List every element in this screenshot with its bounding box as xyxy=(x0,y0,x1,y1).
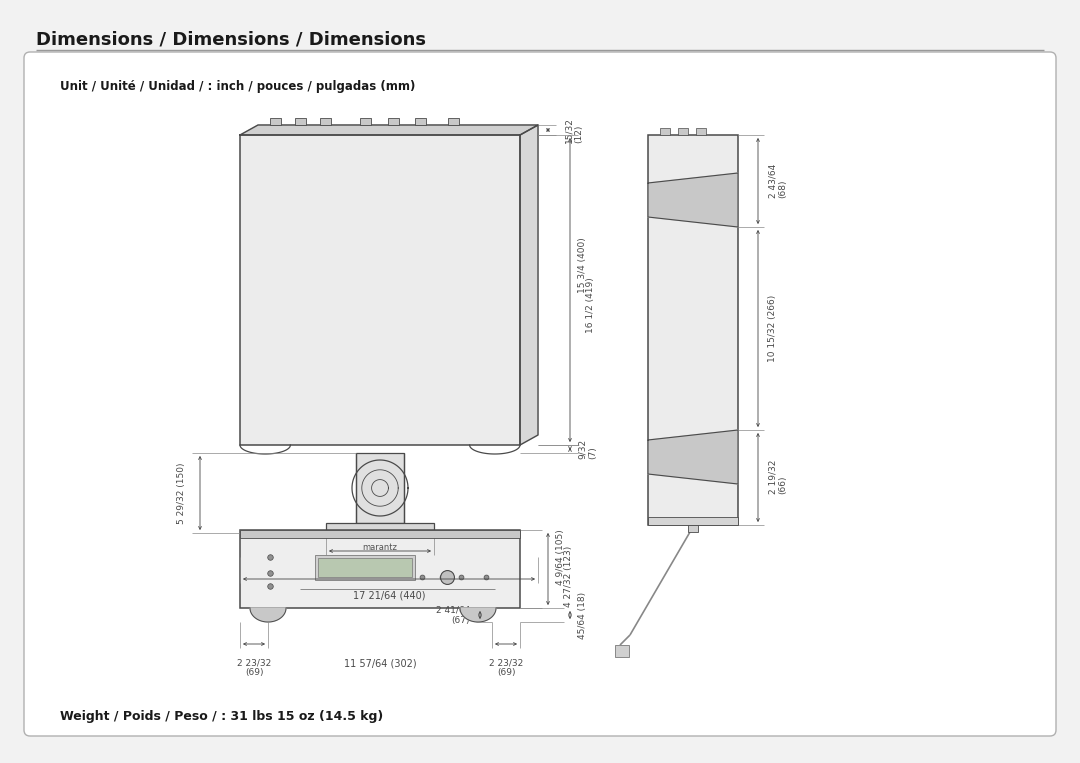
Bar xyxy=(360,118,372,125)
Text: 17 21/64 (440): 17 21/64 (440) xyxy=(353,591,426,601)
Bar xyxy=(320,118,330,125)
Bar xyxy=(688,525,698,532)
Bar xyxy=(318,558,411,577)
Text: 2 19/32
(66): 2 19/32 (66) xyxy=(768,460,787,494)
Bar xyxy=(295,118,306,125)
Polygon shape xyxy=(240,125,538,135)
Text: 2 23/32
(69): 2 23/32 (69) xyxy=(489,658,523,678)
Text: 16 1/2 (419): 16 1/2 (419) xyxy=(586,278,595,333)
Text: 5 5/16 (135): 5 5/16 (135) xyxy=(350,563,410,573)
Bar xyxy=(648,135,738,525)
Bar xyxy=(615,645,629,657)
Text: 15 3/4 (400): 15 3/4 (400) xyxy=(578,237,588,293)
Bar xyxy=(326,523,434,533)
Bar xyxy=(240,530,519,538)
Bar xyxy=(678,128,688,135)
Text: 15/32
(12): 15/32 (12) xyxy=(564,117,583,143)
Bar xyxy=(240,135,519,445)
Text: marantz: marantz xyxy=(363,543,397,552)
Text: 5 29/32 (150): 5 29/32 (150) xyxy=(177,462,186,523)
Polygon shape xyxy=(648,173,738,227)
Text: 2 41/64
(67): 2 41/64 (67) xyxy=(435,605,470,625)
Bar xyxy=(270,118,281,125)
Text: 2 43/64
(68): 2 43/64 (68) xyxy=(768,164,787,198)
Polygon shape xyxy=(460,608,496,622)
Text: 10 15/32 (266): 10 15/32 (266) xyxy=(768,295,777,362)
Text: Unit / Unité / Unidad / : inch / pouces / pulgadas (mm): Unit / Unité / Unidad / : inch / pouces … xyxy=(60,80,416,93)
Polygon shape xyxy=(648,430,738,484)
Bar xyxy=(356,453,404,523)
Bar xyxy=(240,530,519,608)
Bar xyxy=(660,128,670,135)
Polygon shape xyxy=(519,125,538,445)
Bar xyxy=(415,118,426,125)
Bar xyxy=(388,118,399,125)
Polygon shape xyxy=(249,608,286,622)
Text: 45/64 (18): 45/64 (18) xyxy=(578,591,588,639)
Bar xyxy=(448,118,459,125)
Text: 9/32
(7): 9/32 (7) xyxy=(578,439,597,459)
Text: 4 9/64 (105): 4 9/64 (105) xyxy=(556,530,565,585)
Text: 2 23/32
(69): 2 23/32 (69) xyxy=(237,658,271,678)
Bar xyxy=(315,555,415,580)
FancyBboxPatch shape xyxy=(24,52,1056,736)
Text: Weight / Poids / Peso / : 31 lbs 15 oz (14.5 kg): Weight / Poids / Peso / : 31 lbs 15 oz (… xyxy=(60,710,383,723)
Text: Dimensions / Dimensions / Dimensions: Dimensions / Dimensions / Dimensions xyxy=(36,30,426,48)
Text: 4 27/32 (123): 4 27/32 (123) xyxy=(564,546,573,607)
Bar xyxy=(648,517,738,525)
Bar xyxy=(696,128,706,135)
Bar xyxy=(240,135,519,445)
Text: 11 57/64 (302): 11 57/64 (302) xyxy=(343,658,416,668)
